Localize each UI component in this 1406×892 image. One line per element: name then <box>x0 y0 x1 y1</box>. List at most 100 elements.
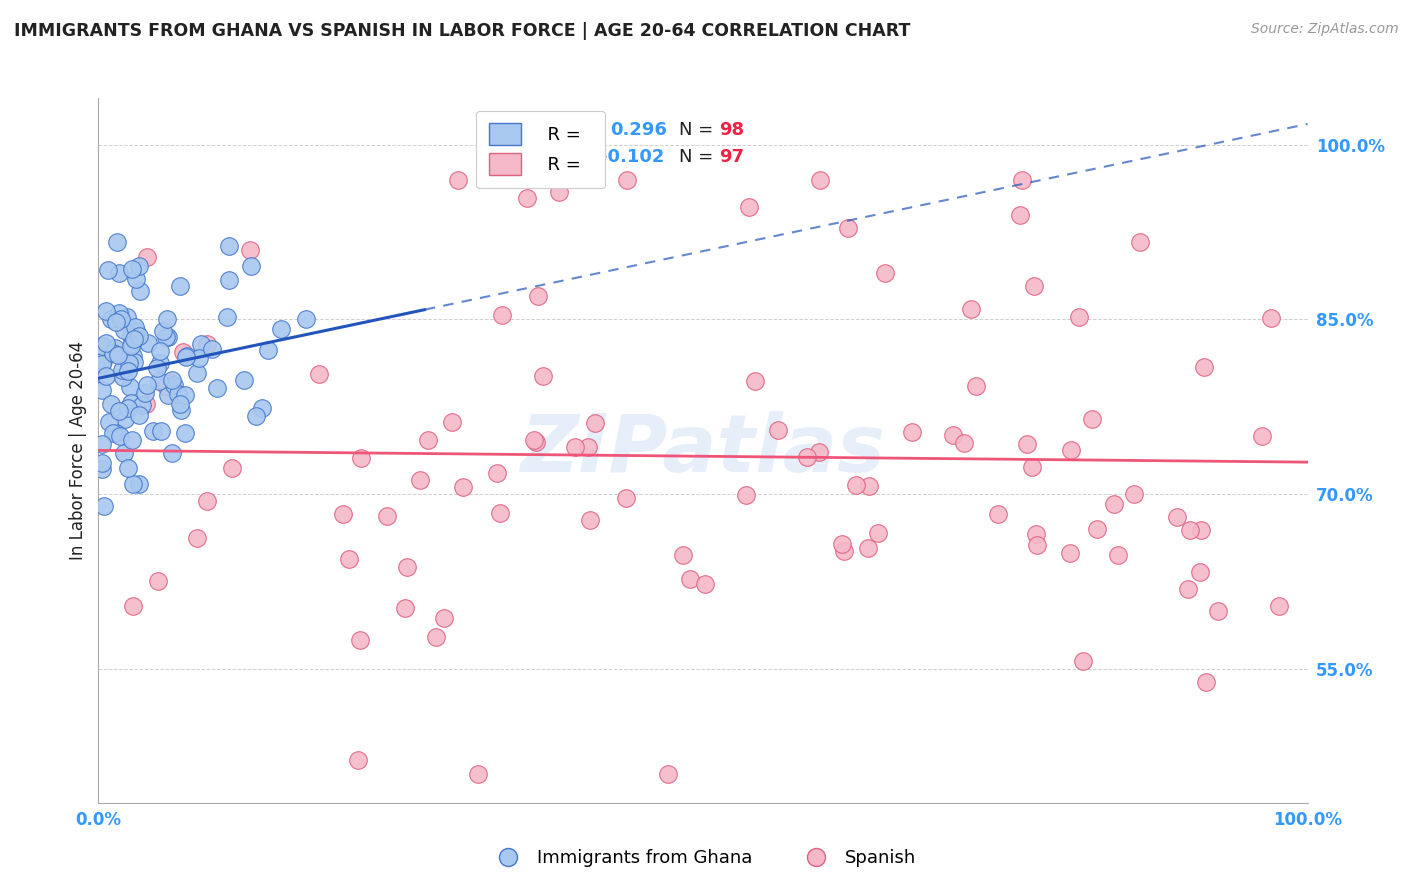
Point <box>485 467 508 481</box>
Point <box>1015 437 1038 451</box>
Point <box>1025 527 1047 541</box>
Point <box>107 348 129 362</box>
Point <box>91 384 114 398</box>
Point <box>578 513 600 527</box>
Point <box>256 343 278 357</box>
Point <box>446 172 468 186</box>
Point <box>136 377 159 392</box>
Point <box>808 445 831 459</box>
Point <box>1177 582 1199 597</box>
Point <box>91 339 114 353</box>
Point <box>679 572 702 586</box>
Point <box>190 337 212 351</box>
Point <box>128 328 150 343</box>
Point <box>218 239 240 253</box>
Point <box>104 341 127 355</box>
Point <box>616 491 638 506</box>
Point <box>121 349 143 363</box>
Point <box>122 332 145 346</box>
Point <box>425 630 447 644</box>
Point <box>295 312 318 326</box>
Point <box>245 409 267 423</box>
Point <box>169 279 191 293</box>
Point <box>128 476 150 491</box>
Point <box>489 506 512 520</box>
Point <box>1189 523 1212 537</box>
Point <box>120 328 142 343</box>
Point <box>695 577 717 591</box>
Point <box>837 220 859 235</box>
Text: IMMIGRANTS FROM GHANA VS SPANISH IN LABOR FORCE | AGE 20-64 CORRELATION CHART: IMMIGRANTS FROM GHANA VS SPANISH IN LABO… <box>14 22 911 40</box>
Point <box>197 336 219 351</box>
Point <box>100 311 122 326</box>
Point <box>174 350 197 364</box>
Point <box>218 273 240 287</box>
Point <box>110 311 132 326</box>
Point <box>548 185 571 199</box>
Point <box>124 331 146 345</box>
Point <box>186 366 208 380</box>
Point <box>129 285 152 299</box>
Point <box>1067 310 1090 324</box>
Point <box>121 262 143 277</box>
Point <box>270 322 292 336</box>
Point <box>142 425 165 439</box>
Point <box>491 308 513 322</box>
Point <box>108 266 131 280</box>
Point <box>118 380 141 394</box>
Point <box>960 302 983 317</box>
Point <box>145 361 167 376</box>
Point <box>1010 208 1032 222</box>
Point <box>174 387 197 401</box>
Point <box>134 385 156 400</box>
Point <box>516 191 538 205</box>
Point <box>101 345 124 359</box>
Point <box>396 559 419 574</box>
Point <box>1129 235 1152 249</box>
Point <box>1102 497 1125 511</box>
Point <box>1123 487 1146 501</box>
Point <box>122 476 145 491</box>
Point <box>91 437 114 451</box>
Point <box>766 423 789 437</box>
Point <box>831 536 853 550</box>
Point <box>1087 522 1109 536</box>
Legend: Immigrants from Ghana, Spanish: Immigrants from Ghana, Spanish <box>482 842 924 874</box>
Point <box>105 235 128 250</box>
Point <box>856 541 879 556</box>
Point <box>467 766 489 780</box>
Point <box>117 310 139 325</box>
Point <box>91 456 114 470</box>
Point <box>564 441 586 455</box>
Point <box>900 425 922 439</box>
Point <box>105 425 128 440</box>
Point <box>117 460 139 475</box>
Point <box>120 396 142 410</box>
Point <box>873 266 896 280</box>
Point <box>91 357 114 371</box>
Point <box>107 306 129 320</box>
Point <box>987 507 1010 521</box>
Point <box>346 753 368 767</box>
Point <box>1192 359 1215 374</box>
Point <box>107 404 129 418</box>
Point <box>1195 675 1218 690</box>
Point <box>156 311 179 326</box>
Point <box>187 351 209 365</box>
Text: ZIPatlas: ZIPatlas <box>520 411 886 490</box>
Point <box>1260 311 1282 326</box>
Text: 0.296: 0.296 <box>610 120 666 139</box>
Point <box>114 411 136 425</box>
Point <box>375 508 398 523</box>
Point <box>866 526 889 541</box>
Point <box>394 601 416 615</box>
Point <box>433 611 456 625</box>
Point <box>526 288 548 302</box>
Point <box>118 356 141 370</box>
Point <box>121 433 143 447</box>
Legend:   R =  ,   R = : R = , R = <box>477 111 605 188</box>
Point <box>160 445 183 459</box>
Point <box>451 480 474 494</box>
Point <box>112 323 135 337</box>
Point <box>108 429 131 443</box>
